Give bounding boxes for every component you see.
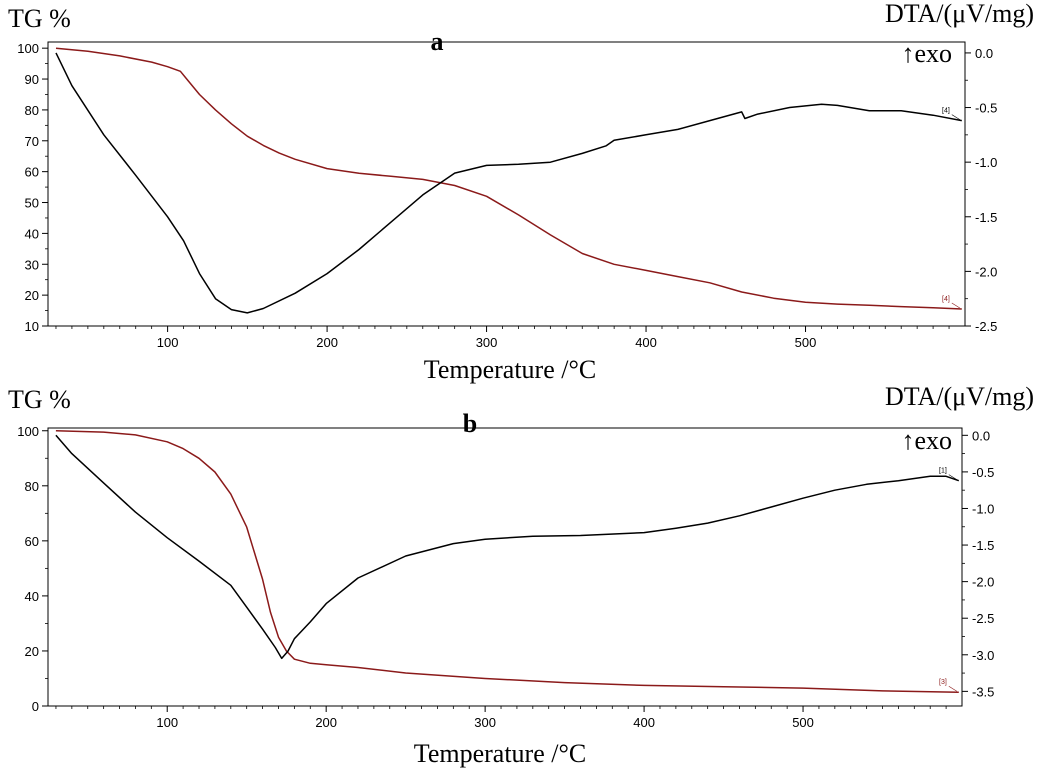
panel-b-dta-end-leader [948,474,957,480]
panel-a-yl-tick-label: 100 [17,41,39,56]
panel-a-tg-curve [55,47,962,310]
panel-a-exo-label: ↑exo [901,39,952,68]
panel-a-yl-tick-label: 50 [25,196,39,211]
panel-a-x-tick-label: 400 [635,335,657,350]
panel-a-tg-end-label: [4] [942,296,950,303]
panel-b-ylabel-right: DTA/(μV/mg) [885,382,1034,411]
panel-b-yr-tick-label: -2.0 [972,575,994,590]
panel-b-yr-tick-label: -3.0 [972,648,994,663]
panel-a-ylabel-left: TG % [8,4,71,33]
panel-b-yl-tick-label: 80 [25,479,39,494]
panel-b-x-tick-label: 100 [156,715,178,730]
panel-a-texts: TG % DTA/(μV/mg) a ↑exo Temperature /°C [8,0,1034,384]
panel-a-yl-tick-label: 40 [25,226,39,241]
panel-a-yl-tick-label: 80 [25,103,39,118]
panel-a-yr-tick-label: -2.0 [975,264,997,279]
panel-a-yl-tick-label: 20 [25,288,39,303]
panel-b-frame [47,427,963,707]
panel-b-yr-tick-label: -2.5 [972,611,994,626]
panel-b-dta-end-label: [1] [939,468,947,475]
panel-a-yl-tick-label: 90 [25,72,39,87]
panel-b-yr-tick-label: 0.0 [972,428,990,443]
panel-a-yr-tick-label: -1.5 [975,210,997,225]
panel-b-yl-tick-label: 40 [25,589,39,604]
panel-b-x-tick-label: 500 [792,715,814,730]
panel-a-yl-tick-label: 10 [25,319,39,334]
panel-b-xlabel: Temperature /°C [414,739,586,768]
panel-a-x-tick-label: 100 [157,335,179,350]
panel-b-x-tick-label: 300 [474,715,496,730]
panel-a-x-tick-label: 300 [476,335,498,350]
panel-b-yl-tick-label: 100 [17,424,39,439]
panel-a-yr-tick-label: -0.5 [975,101,997,116]
panel-a-yl-tick-label: 70 [25,134,39,149]
panel-b-texts: TG % DTA/(μV/mg) b ↑exo Temperature /°C [8,382,1034,768]
panel-b-label: b [463,409,477,438]
panel-b-x-tick-label: 400 [633,715,655,730]
panel-b-tg-curve [55,430,959,693]
panel-b-ylabel-left: TG % [8,385,71,414]
panel-a-dta-end-leader [951,114,960,120]
panel-a-dta-end-label: [4] [942,108,950,115]
panel-b-x-tick-label: 200 [315,715,337,730]
panel-b-yl-tick-label: 0 [32,699,39,714]
panel-a-dta-curve [55,52,962,314]
panel-a-yr-tick-label: 0.0 [975,46,993,61]
panel-b-dta-curve [55,434,960,660]
panel-b-yl-tick-label: 60 [25,534,39,549]
panel-a-yr-tick-label: -1.0 [975,155,997,170]
panel-a-x-tick-label: 500 [795,335,817,350]
panel-b-tg-end-label: [3] [939,679,947,686]
panel-b-tg-end-leader [948,685,957,692]
panel-a-x-tick-label: 200 [316,335,338,350]
panel-a-frame [47,41,966,327]
panel-a-plot: 100 200 300 400 500 10 20 30 40 50 60 70 80 90 100 0.0 -… [17,41,997,350]
panel-a-yr-tick-label: -2.5 [975,319,997,334]
panel-a-yl-tick-label: 60 [25,165,39,180]
panel-b-yr-tick-label: -3.5 [972,684,994,699]
panel-b-yr-tick-label: -0.5 [972,465,994,480]
panel-b-plot: 100 200 300 400 500 0 20 40 60 80 100 0.0 -0.5 -1.0 -1… [17,424,994,730]
panel-b-yl-tick-label: 20 [25,644,39,659]
panel-b-yr-tick-label: -1.5 [972,538,994,553]
panel-a-yl-tick-label: 30 [25,257,39,272]
panel-a-xlabel: Temperature /°C [424,355,596,384]
panel-a-tg-end-leader [951,302,960,309]
panel-b-exo-label: ↑exo [901,426,952,455]
panel-b-yr-tick-label: -1.0 [972,501,994,516]
panel-a-ylabel-right: DTA/(μV/mg) [885,0,1034,28]
